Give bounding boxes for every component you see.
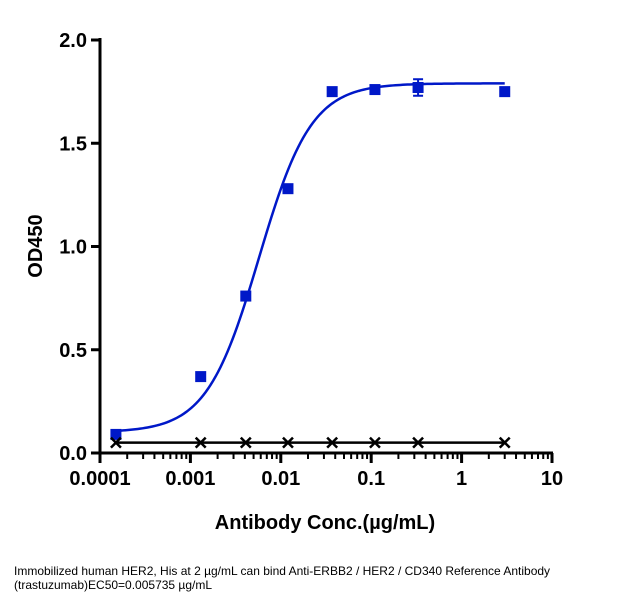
tick-marks <box>91 40 552 463</box>
y-tick-label: 2.0 <box>59 30 87 52</box>
x-axis-title: Antibody Conc.(µg/mL) <box>215 512 435 534</box>
x-tick-label: 0.001 <box>165 468 215 490</box>
tick-labels: 0.0 0.5 1.0 1.5 2.0 0.0001 0.001 0.01 0.1 1 10 <box>59 30 563 490</box>
binding-curve-chart: 0.0 0.5 1.0 1.5 2.0 0.0001 0.001 0.01 0.1 1 10 Ant… <box>0 0 627 560</box>
fit-curves <box>116 83 505 442</box>
axes <box>99 38 553 454</box>
x-tick-label: 10 <box>541 468 563 490</box>
data-points <box>110 79 510 447</box>
caption-line-1: Immobilized human HER2, His at 2 µg/mL c… <box>14 564 614 578</box>
figure-caption: Immobilized human HER2, His at 2 µg/mL c… <box>14 564 614 592</box>
x-tick-label: 0.0001 <box>69 468 130 490</box>
y-tick-label: 0.0 <box>59 443 87 465</box>
y-axis-title: OD450 <box>25 214 47 277</box>
data-point-square <box>369 84 380 95</box>
x-tick-label: 1 <box>456 468 467 490</box>
data-point-square <box>195 371 206 382</box>
fit-curve-1 <box>116 83 505 430</box>
y-tick-label: 1.0 <box>59 237 87 259</box>
data-point-square <box>282 183 293 194</box>
data-point-square <box>413 82 424 93</box>
data-point-square <box>499 86 510 97</box>
x-tick-label: 0.01 <box>261 468 300 490</box>
data-point-square <box>240 291 251 302</box>
caption-line-2: (trastuzumab) EC50=0.005735 µg/mL <box>14 578 614 592</box>
y-tick-label: 0.5 <box>59 340 87 362</box>
y-tick-label: 1.5 <box>59 133 87 155</box>
data-point-square <box>327 86 338 97</box>
x-tick-label: 0.1 <box>357 468 385 490</box>
